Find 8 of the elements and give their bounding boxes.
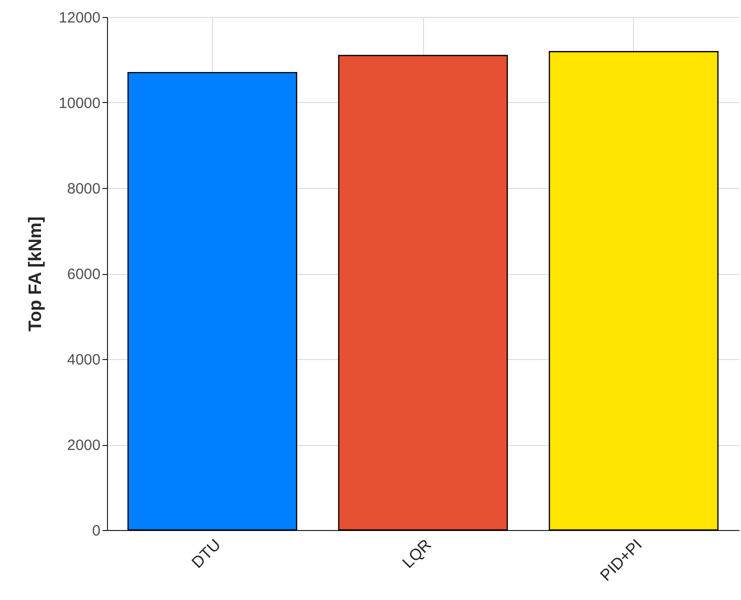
y-tick-label: 12000	[58, 10, 100, 26]
y-tick-label: 10000	[58, 95, 100, 112]
y-tick-label: 2000	[67, 437, 100, 454]
y-tick-label: 8000	[67, 180, 100, 198]
y-tick-label: 4000	[67, 352, 100, 368]
y-tick-label: 0	[92, 522, 100, 540]
y-axis-title: Top FA [kNm]	[24, 216, 45, 332]
y-tick-label: 6000	[67, 266, 100, 283]
